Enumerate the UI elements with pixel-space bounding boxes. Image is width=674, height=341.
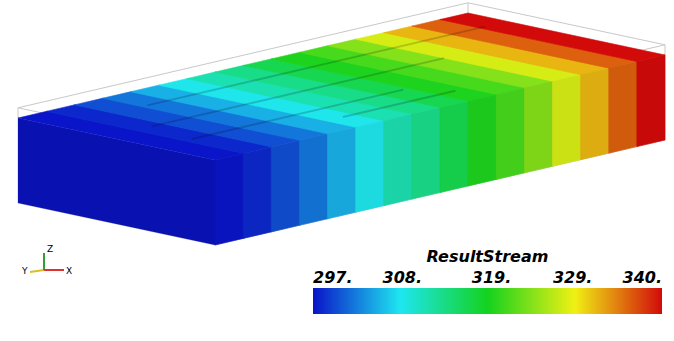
ridge bbox=[192, 90, 404, 139]
side-face-cell bbox=[271, 140, 300, 232]
colorbar-title: ResultStream bbox=[427, 247, 549, 266]
triad-arm bbox=[44, 269, 64, 271]
side-face-cell bbox=[553, 74, 582, 166]
field-marks bbox=[18, 13, 665, 245]
side-face-cell bbox=[524, 81, 553, 173]
side-face-cell bbox=[215, 153, 244, 245]
triad-label: X bbox=[66, 266, 72, 276]
bounding-box bbox=[18, 3, 665, 245]
side-face-cell bbox=[328, 127, 357, 219]
triad-arm bbox=[30, 270, 44, 272]
figure: ResultStream 297. 308. 319. 329. 340. X Y Z bbox=[0, 0, 674, 341]
side-face-cell bbox=[440, 101, 469, 193]
axes-triad: X Y Z bbox=[21, 244, 72, 276]
ridge bbox=[147, 27, 485, 106]
side-face-cell bbox=[299, 134, 328, 226]
side-face-cell bbox=[356, 120, 385, 212]
side-face-cell bbox=[243, 147, 272, 239]
colorbar-tick-label: 329. bbox=[553, 268, 592, 287]
colorbar-tick-label: 297. bbox=[313, 268, 352, 287]
colorbar bbox=[313, 288, 662, 314]
colorbar-tick-label: 319. bbox=[472, 268, 511, 287]
ridge bbox=[152, 58, 445, 126]
triad-label: Z bbox=[47, 244, 53, 254]
side-face-cell bbox=[384, 114, 413, 206]
side-face-cell bbox=[496, 88, 525, 180]
colorbar-tick-label: 340. bbox=[623, 268, 662, 287]
top-face-cell bbox=[440, 13, 665, 62]
side-face-cell bbox=[468, 94, 497, 186]
triad-label: Y bbox=[21, 266, 28, 276]
side-face-cell bbox=[637, 55, 665, 147]
ridge bbox=[343, 91, 456, 117]
side-face-cell bbox=[581, 68, 610, 160]
side-face-cell bbox=[412, 107, 441, 199]
side-face-cell bbox=[609, 61, 638, 153]
triad-arm bbox=[43, 253, 45, 270]
colorbar-tick-label: 308. bbox=[383, 268, 422, 287]
